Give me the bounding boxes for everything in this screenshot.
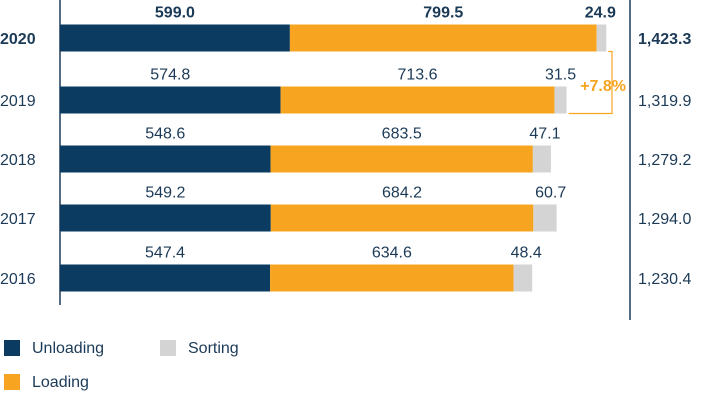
bar-segment xyxy=(533,204,557,232)
bar-segment xyxy=(270,264,514,292)
data-label: 799.5 xyxy=(423,5,463,22)
annotation-bracket xyxy=(568,50,613,115)
data-label: 683.5 xyxy=(382,126,422,143)
total-label: 1,279.2 xyxy=(638,152,691,169)
data-label: 24.9 xyxy=(585,5,616,22)
y-tick-label: 2018 xyxy=(0,152,36,169)
bar-segment xyxy=(513,264,533,292)
data-label: 31.5 xyxy=(545,67,576,84)
legend-swatch xyxy=(4,340,20,356)
bar-segment xyxy=(289,24,597,52)
data-label: 684.2 xyxy=(382,185,422,202)
data-label: 47.1 xyxy=(529,126,560,143)
data-label: 574.8 xyxy=(150,67,190,84)
bar-segment xyxy=(60,145,271,173)
data-label: 713.6 xyxy=(398,67,438,84)
y-tick-label: 2020 xyxy=(0,31,36,48)
y-tick-label: 2019 xyxy=(0,93,36,110)
bar-segment xyxy=(532,145,551,173)
bar-segment xyxy=(270,204,534,232)
data-label: 634.6 xyxy=(372,245,412,262)
total-label: 1,230.4 xyxy=(638,271,691,288)
bar-segment xyxy=(60,264,271,292)
total-label: 1,294.0 xyxy=(638,211,691,228)
y-tick-label: 2017 xyxy=(0,211,36,228)
data-label: 547.4 xyxy=(145,245,185,262)
bar-segment xyxy=(596,24,607,52)
data-label: 48.4 xyxy=(511,245,542,262)
legend-label: Sorting xyxy=(188,340,239,357)
y-tick-label: 2016 xyxy=(0,271,36,288)
bar-segment xyxy=(60,204,271,232)
data-label: 549.2 xyxy=(145,185,185,202)
data-label: 60.7 xyxy=(535,185,566,202)
legend-label: Loading xyxy=(32,374,89,391)
total-label: 1,319.9 xyxy=(638,93,691,110)
legend-swatch xyxy=(4,374,20,390)
data-label: 548.6 xyxy=(145,126,185,143)
bar-segment xyxy=(280,86,555,114)
bar-segment xyxy=(60,86,281,114)
annotation: +7.8% xyxy=(580,78,626,95)
legend-label: Unloading xyxy=(32,340,104,357)
bar-segment xyxy=(554,86,567,114)
bar-segment xyxy=(60,24,290,52)
data-label: 599.0 xyxy=(155,5,195,22)
total-label: 1,423.3 xyxy=(638,31,691,48)
legend-swatch xyxy=(160,340,176,356)
bar-segment xyxy=(270,145,533,173)
